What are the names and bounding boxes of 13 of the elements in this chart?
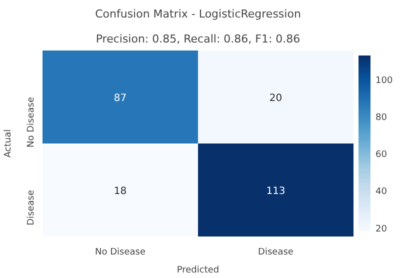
color-bar-label: 80 xyxy=(376,113,388,124)
chart-title: Confusion Matrix - LogisticRegression xyxy=(95,8,301,20)
y-axis-title: Actual xyxy=(4,129,14,158)
color-bar-label: 40 xyxy=(376,187,388,198)
data-label: 20 xyxy=(269,93,282,104)
data-label: 18 xyxy=(114,186,127,197)
chart-subtitle: Precision: 0.85, Recall: 0.86, F1: 0.86 xyxy=(96,32,300,46)
x-axis-title: Predicted xyxy=(176,266,220,276)
color-bar-label: 100 xyxy=(376,76,393,86)
data-label: 113 xyxy=(266,186,286,197)
color-bar-label: 60 xyxy=(376,150,388,160)
color-bar-label: 20 xyxy=(376,224,388,234)
data-label: 87 xyxy=(114,93,127,104)
